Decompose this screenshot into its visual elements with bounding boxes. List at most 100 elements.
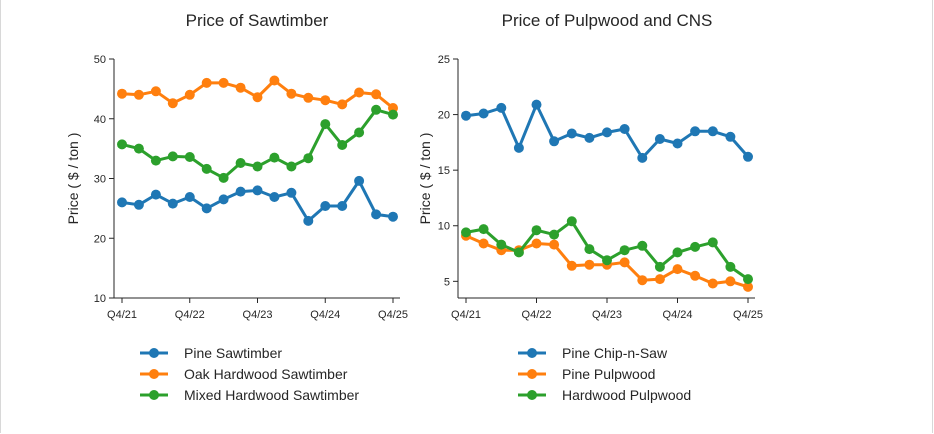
data-point	[602, 127, 612, 138]
legend-label: Pine Pulpwood	[562, 366, 655, 382]
legend-label: Mixed Hardwood Sawtimber	[184, 387, 359, 403]
data-point	[637, 240, 648, 251]
data-point	[201, 203, 212, 214]
data-point	[252, 92, 263, 103]
data-point	[269, 75, 280, 86]
data-point	[117, 139, 127, 150]
data-point	[354, 175, 365, 186]
x-tick-label: Q4/25	[378, 309, 408, 321]
data-point	[531, 99, 542, 110]
legend-label: Pine Sawtimber	[184, 345, 282, 361]
chart-sawtimber: Price of Sawtimber 10 20 30 40 50 Q4/21 Q4/22 Q4…	[65, 11, 408, 403]
data-point	[496, 239, 507, 250]
data-point	[725, 131, 736, 142]
y-tick-label: 30	[94, 174, 106, 186]
legend-item: Mixed Hardwood Sawtimber	[140, 387, 359, 403]
data-point	[461, 227, 471, 238]
data-point	[167, 151, 178, 162]
data-point	[337, 99, 348, 110]
legend-marker	[527, 348, 537, 358]
data-point	[566, 216, 577, 227]
legend-marker	[149, 390, 159, 400]
x-tick-label: Q4/24	[663, 309, 693, 321]
data-point	[150, 86, 161, 97]
data-point	[117, 197, 127, 208]
data-point	[388, 211, 398, 222]
legend: Pine Sawtimber Oak Hardwood Sawtimber Mixe…	[140, 345, 359, 403]
data-point	[619, 124, 630, 134]
data-point	[743, 274, 753, 285]
data-point	[584, 244, 595, 255]
data-point	[637, 152, 648, 163]
data-point	[619, 257, 630, 268]
y-tick-label: 50	[94, 54, 106, 66]
data-point	[337, 201, 348, 211]
data-point	[478, 238, 489, 249]
data-point	[513, 142, 524, 153]
data-point	[672, 138, 683, 149]
data-point	[133, 89, 144, 100]
data-point	[235, 82, 246, 93]
data-point	[584, 259, 595, 270]
data-point	[269, 152, 280, 163]
x-tick-label: Q4/22	[175, 309, 205, 321]
y-tick-label: 20	[438, 110, 450, 122]
legend-marker	[149, 348, 159, 358]
data-point	[478, 108, 489, 119]
data-point	[602, 255, 612, 266]
data-point	[354, 127, 365, 138]
data-point	[690, 270, 701, 281]
data-point	[654, 134, 665, 144]
legend-item: Pine Chip-n-Saw	[518, 345, 668, 361]
x-tick-label: Q4/25	[733, 309, 763, 321]
data-point	[303, 215, 314, 226]
data-point	[320, 95, 331, 106]
data-point	[725, 276, 736, 287]
y-axis-label: Price ( $ / ton )	[417, 133, 433, 225]
data-point	[566, 260, 577, 271]
data-point	[371, 104, 382, 115]
data-point	[117, 88, 127, 99]
legend-marker	[149, 369, 159, 379]
series-oak-hardwood-sawtimber	[117, 75, 398, 113]
x-tick-label: Q4/21	[107, 309, 137, 321]
chart-title: Price of Pulpwood and CNS	[502, 11, 713, 30]
data-point	[133, 143, 144, 154]
data-point	[725, 261, 736, 272]
y-tick-label: 5	[444, 276, 450, 288]
data-point	[549, 136, 560, 147]
legend-item: Pine Pulpwood	[518, 366, 655, 382]
data-point	[286, 161, 297, 172]
data-point	[184, 192, 195, 202]
data-point	[584, 132, 595, 143]
legend-label: Hardwood Pulpwood	[562, 387, 691, 403]
legend-marker	[527, 369, 537, 379]
data-point	[337, 140, 348, 150]
data-point	[707, 126, 718, 137]
data-point	[743, 281, 753, 292]
data-point	[637, 275, 648, 286]
data-point	[184, 152, 195, 162]
data-point	[531, 225, 542, 236]
legend-label: Pine Chip-n-Saw	[562, 345, 668, 361]
data-point	[235, 158, 246, 168]
data-point	[549, 239, 560, 250]
data-point	[269, 192, 280, 202]
data-point	[619, 245, 630, 256]
y-axis-label: Price ( $ / ton )	[65, 133, 81, 225]
series-pine-chip-n-saw	[461, 99, 753, 163]
data-point	[478, 224, 489, 235]
series-mixed-hardwood-sawtimber	[117, 104, 398, 183]
data-point	[354, 87, 365, 98]
data-point	[707, 237, 718, 248]
y-tick-label: 10	[438, 221, 450, 233]
data-point	[690, 241, 701, 252]
x-tick-label: Q4/24	[310, 309, 340, 321]
data-point	[303, 92, 314, 103]
legend-item: Oak Hardwood Sawtimber	[140, 366, 348, 382]
data-point	[654, 261, 665, 272]
data-point	[286, 88, 297, 99]
series-pine-sawtimber	[117, 175, 398, 226]
data-point	[133, 199, 144, 210]
